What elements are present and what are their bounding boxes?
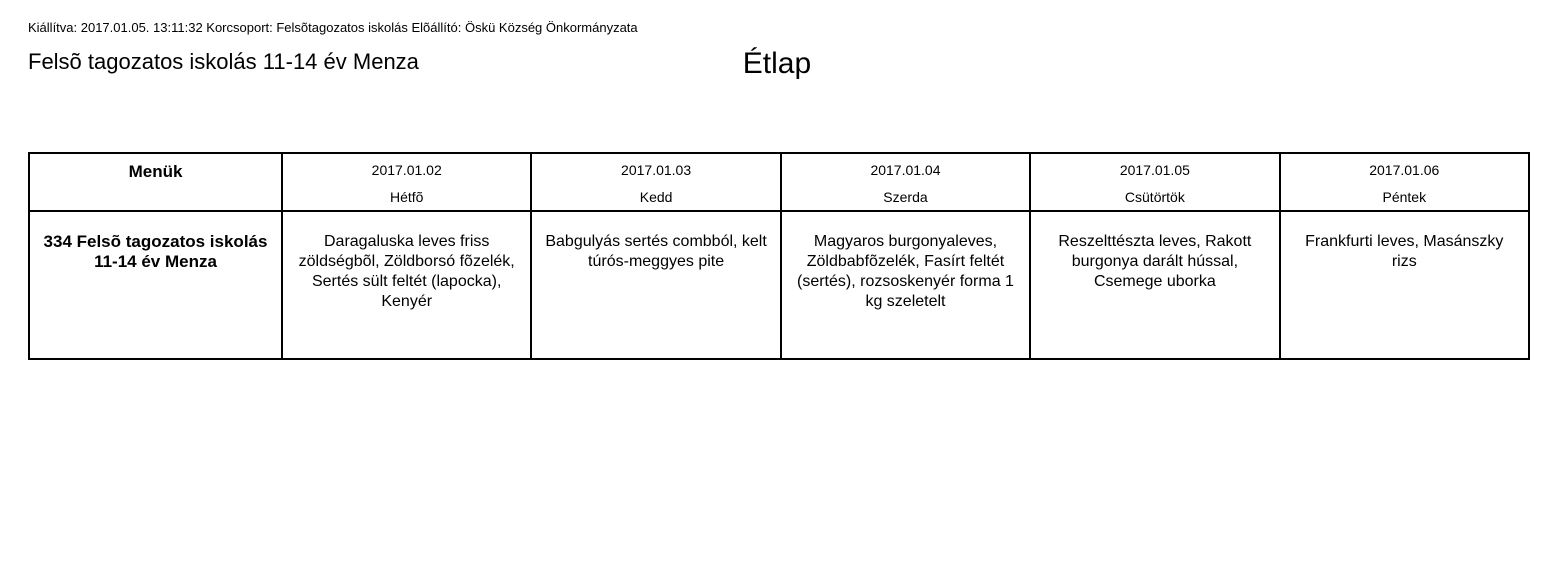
menu-cell-tuesday: Babgulyás sertés combból, kelt túrós-meg…: [530, 210, 782, 360]
date-label: 2017.01.05: [1119, 162, 1190, 178]
day-label: Kedd: [639, 189, 673, 205]
weekly-menu-table: Menük 2017.01.02 Hétfõ 2017.01.03 Kedd 2…: [28, 152, 1531, 360]
day-label: Hétfõ: [389, 189, 424, 205]
day-label: Szerda: [883, 189, 928, 205]
menu-cell-wednesday: Magyaros burgonyaleves, Zöldbabfõzelék, …: [779, 210, 1032, 360]
day-label: Péntek: [1382, 189, 1427, 205]
page-title: Felsõ tagozatos iskolás 11-14 év Menza: [28, 49, 419, 74]
table-header-row: Menük 2017.01.02 Hétfõ 2017.01.03 Kedd 2…: [28, 152, 1531, 212]
date-label: 2017.01.04: [870, 162, 941, 178]
column-header-thursday: 2017.01.05 Csütörtök: [1029, 152, 1281, 212]
date-label: 2017.01.02: [371, 162, 442, 178]
column-header-wednesday: 2017.01.04 Szerda: [779, 152, 1032, 212]
menu-cell-thursday: Reszelttészta leves, Rakott burgonya dar…: [1029, 210, 1281, 360]
column-header-friday: 2017.01.06 Péntek: [1278, 152, 1531, 212]
document-meta-line: Kiállítva: 2017.01.05. 13:11:32 Korcsopo…: [28, 20, 638, 35]
menu-cell-friday: Frankfurti leves, Masánszky rizs: [1278, 210, 1531, 360]
date-label: 2017.01.06: [1369, 162, 1440, 178]
column-header-menus: Menük: [28, 152, 283, 212]
menu-row-label: 334 Felsõ tagozatos iskolás 11-14 év Men…: [28, 210, 283, 360]
column-header-monday: 2017.01.02 Hétfõ: [280, 152, 533, 212]
day-label: Csütörtök: [1124, 189, 1185, 205]
date-label: 2017.01.03: [621, 162, 692, 178]
menu-cell-monday: Daragaluska leves friss zöldségbõl, Zöld…: [280, 210, 533, 360]
menu-table-row: 334 Felsõ tagozatos iskolás 11-14 év Men…: [28, 210, 1531, 360]
document-title: Étlap: [742, 47, 812, 80]
column-header-tuesday: 2017.01.03 Kedd: [530, 152, 782, 212]
